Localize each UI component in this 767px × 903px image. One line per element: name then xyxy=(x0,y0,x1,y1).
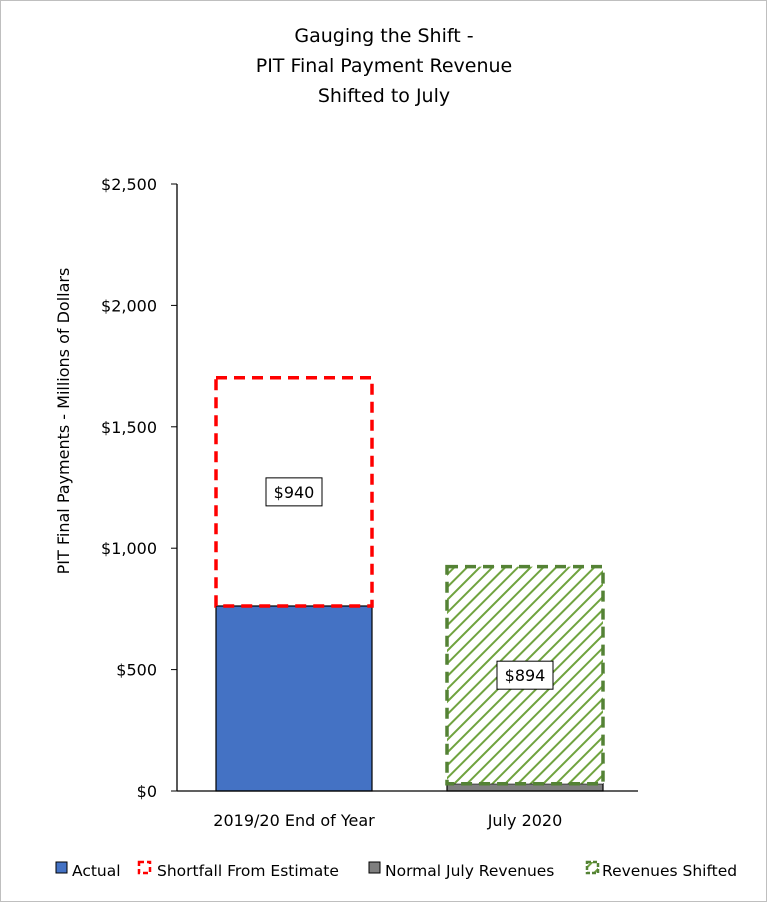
legend-label: Revenues Shifted xyxy=(602,862,737,880)
legend-label: Normal July Revenues xyxy=(385,862,554,880)
legend-swatch-shortfall-from-estimate xyxy=(137,860,152,875)
bar-actual xyxy=(215,605,373,792)
data-label: $894 xyxy=(505,666,546,685)
chart-title-line-2: PIT Final Payment Revenue xyxy=(256,55,513,77)
y-tick-label: $0 xyxy=(137,782,157,801)
plot-area: $0 $500 $1,000 $1,500 $2,000 $2,500 $940 2019/2… xyxy=(101,175,638,830)
y-tick-label: $2,000 xyxy=(101,296,157,315)
bar-shortfall-from-estimate xyxy=(214,376,374,608)
data-label-box xyxy=(265,477,323,507)
chart-title-line-3: Shifted to July xyxy=(318,85,450,107)
data-label: $940 xyxy=(274,483,315,502)
y-tick-label: $1,500 xyxy=(101,418,157,437)
data-label-box xyxy=(496,660,554,690)
y-tick-label: $500 xyxy=(116,661,157,680)
legend-swatch-actual xyxy=(55,861,68,874)
y-tick-label: $1,000 xyxy=(101,539,157,558)
legend-swatch-normal-july-revenues xyxy=(368,861,381,874)
legend-label: Shortfall From Estimate xyxy=(157,862,339,880)
y-axis-label: PIT Final Payments - Millions of Dollars xyxy=(54,268,73,575)
chart-title-line-1: Gauging the Shift - xyxy=(294,25,473,47)
legend: Actual Shortfall From Estimate Normal July… xyxy=(55,860,737,880)
x-tick-label: 2019/20 End of Year xyxy=(213,811,375,830)
x-tick-label: July 2020 xyxy=(487,811,563,830)
legend-swatch-revenues-shifted xyxy=(585,860,600,875)
y-tick-label: $2,500 xyxy=(101,175,157,194)
legend-label: Actual xyxy=(72,862,121,880)
